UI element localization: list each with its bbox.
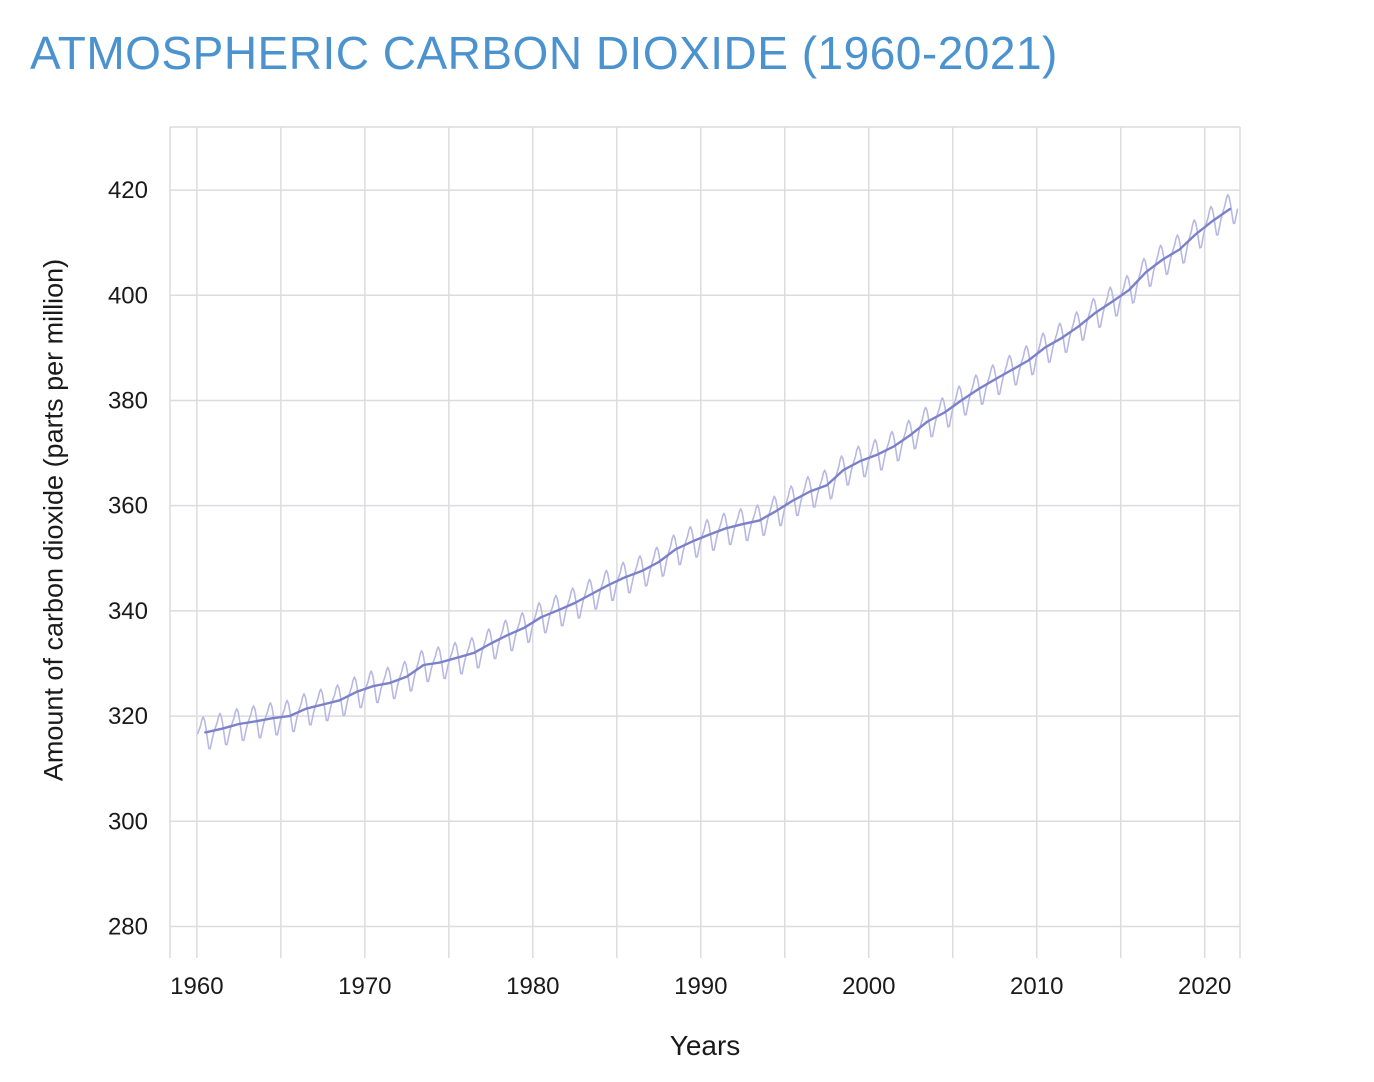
y-tick-label: 420 bbox=[108, 177, 148, 204]
x-tick-label: 1960 bbox=[170, 973, 223, 1000]
x-tick-label: 1970 bbox=[338, 973, 391, 1000]
y-tick-label: 300 bbox=[108, 808, 148, 835]
x-tick-label: 1990 bbox=[674, 973, 727, 1000]
x-tick-label: 2010 bbox=[1010, 973, 1063, 1000]
x-tick-label: 2020 bbox=[1178, 973, 1231, 1000]
y-axis-label: Amount of carbon dioxide (parts per mill… bbox=[38, 258, 69, 782]
y-tick-label: 380 bbox=[108, 387, 148, 414]
x-tick-label: 2000 bbox=[842, 973, 895, 1000]
y-tick-label: 340 bbox=[108, 598, 148, 625]
y-tick-label: 320 bbox=[108, 703, 148, 730]
chart-title: ATMOSPHERIC CARBON DIOXIDE (1960-2021) bbox=[30, 27, 1058, 79]
x-tick-label: 1980 bbox=[506, 973, 559, 1000]
seasonal-co2-line bbox=[196, 193, 1239, 750]
y-tick-label: 360 bbox=[108, 493, 148, 520]
x-axis-label: Years bbox=[669, 1030, 741, 1061]
y-tick-label: 400 bbox=[108, 282, 148, 309]
y-tick-label: 280 bbox=[108, 913, 148, 940]
annual-mean-trend-line bbox=[204, 207, 1232, 734]
